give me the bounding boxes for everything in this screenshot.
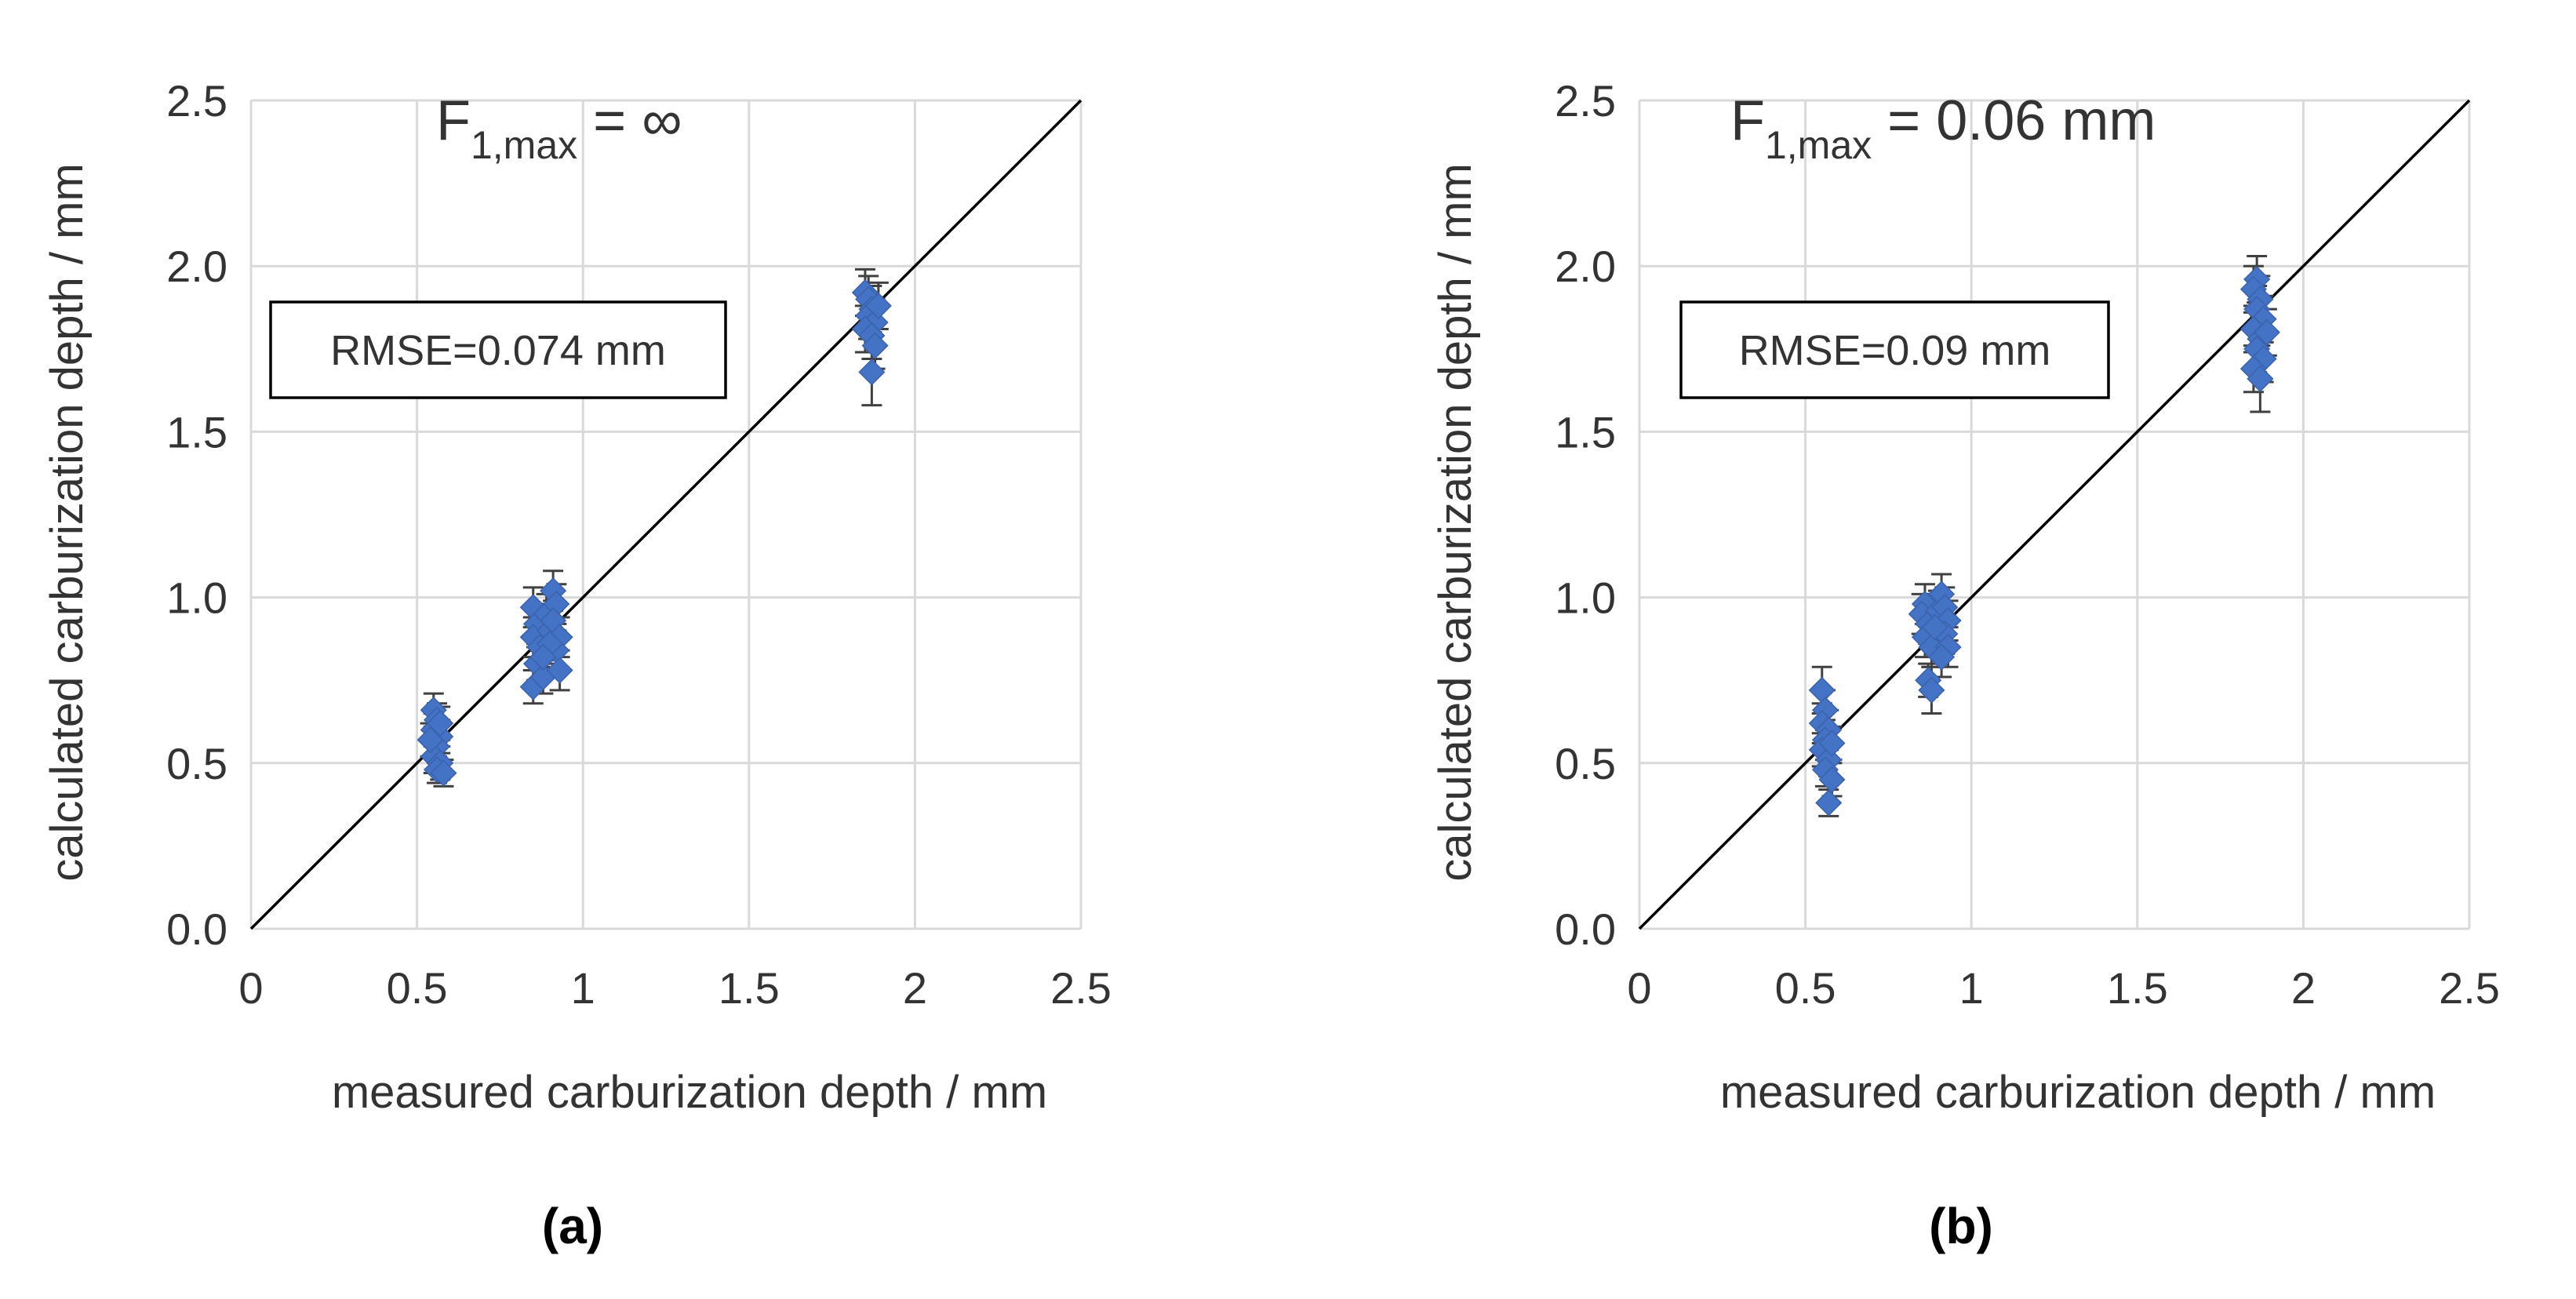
y-axis-title: calculated carburization depth / mm bbox=[42, 163, 93, 882]
y-tick-label: 2.0 bbox=[1555, 242, 1616, 291]
x-axis-title: measured carburization depth / mm bbox=[332, 1067, 1047, 1118]
x-tick-label: 0 bbox=[238, 963, 263, 1013]
x-tick-label: 1.5 bbox=[2107, 963, 2168, 1013]
panel-label: (b) bbox=[1929, 1198, 1993, 1254]
rmse-box bbox=[269, 300, 727, 399]
y-tick-label: 1.5 bbox=[166, 407, 227, 457]
data-point bbox=[861, 332, 889, 359]
y-tick-label: 2.5 bbox=[1555, 76, 1616, 126]
x-tick-label: 1 bbox=[571, 963, 595, 1013]
y-tick-label: 0.0 bbox=[166, 904, 227, 954]
x-tick-label: 0 bbox=[1627, 963, 1651, 1013]
data-point bbox=[864, 292, 892, 319]
rmse-label: RMSE=0.074 mm bbox=[330, 327, 666, 374]
x-tick-label: 0.5 bbox=[1775, 963, 1836, 1013]
y-tick-label: 2.5 bbox=[166, 76, 227, 126]
data-point bbox=[858, 358, 886, 386]
annotation-subscript: 1,max bbox=[1765, 123, 1872, 167]
data-point bbox=[417, 726, 444, 754]
annotation-label: F1,max = ∞ bbox=[436, 89, 682, 167]
y-tick-label: 1.5 bbox=[1555, 407, 1616, 457]
chart-panel-b: 0 0.5 1 1.5 2 2.5 0.0 0.5 1.0 1.5 2.0 2.5 measured c… bbox=[1430, 76, 2500, 1254]
data-point bbox=[1918, 676, 1945, 704]
x-tick-label: 0.5 bbox=[387, 963, 448, 1013]
y-tick-label: 0.5 bbox=[1555, 739, 1616, 788]
x-tick-label: 2 bbox=[903, 963, 927, 1013]
y-tick-label: 1.0 bbox=[1555, 573, 1616, 623]
annotation-subscript: 1,max bbox=[471, 123, 577, 167]
y-tick-label: 2.0 bbox=[166, 242, 227, 291]
chart-panel-a: 0 0.5 1 1.5 2 2.5 0.0 0.5 1.0 1.5 2.0 2.5 measured c… bbox=[42, 76, 1112, 1254]
reference-line bbox=[1638, 99, 2471, 930]
rmse-label: RMSE=0.09 mm bbox=[1739, 327, 2051, 374]
x-tick-label: 2.5 bbox=[2439, 963, 2500, 1013]
data-point bbox=[427, 710, 454, 737]
data-point bbox=[1928, 643, 1956, 671]
annotation-rest: = 0.06 mm bbox=[1872, 89, 2156, 152]
rmse-box bbox=[1679, 300, 2110, 399]
annotation-main: F bbox=[436, 89, 471, 152]
y-tick-label: 0.0 bbox=[1555, 904, 1616, 954]
data-point bbox=[1818, 766, 1846, 793]
annotation-rest: = ∞ bbox=[577, 89, 682, 152]
y-axis-title: calculated carburization depth / mm bbox=[1430, 163, 1481, 882]
data-point bbox=[430, 759, 457, 787]
panel-label: (a) bbox=[542, 1198, 603, 1254]
reference-line bbox=[249, 99, 1082, 930]
data-point bbox=[1818, 730, 1846, 757]
data-point bbox=[1808, 676, 1836, 704]
annotation-label: F1,max = 0.06 mm bbox=[1730, 89, 2156, 167]
data-point bbox=[2247, 365, 2274, 392]
x-tick-label: 1 bbox=[1959, 963, 1984, 1013]
y-tick-label: 0.5 bbox=[166, 739, 227, 788]
data-point bbox=[1921, 613, 1948, 641]
data-point bbox=[2253, 318, 2280, 346]
x-tick-label: 2.5 bbox=[1050, 963, 1112, 1013]
data-point bbox=[529, 643, 557, 671]
x-tick-label: 2 bbox=[2291, 963, 2316, 1013]
x-tick-label: 1.5 bbox=[719, 963, 780, 1013]
y-tick-label: 1.0 bbox=[166, 573, 227, 623]
data-point bbox=[1815, 789, 1843, 817]
annotation-main: F bbox=[1730, 89, 1765, 152]
x-axis-title: measured carburization depth / mm bbox=[1720, 1067, 2436, 1118]
data-point bbox=[546, 657, 573, 684]
